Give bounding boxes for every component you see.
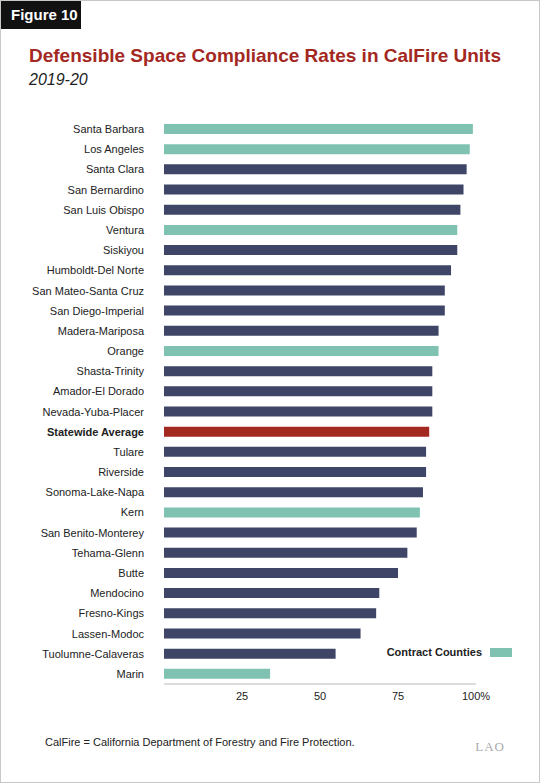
- html-text:Defensible Space Compliance Ra: Defensible Space Compliance Rates in Cal…: [29, 45, 501, 66]
- svg-text:Tuolumne-Calaveras: Tuolumne-Calaveras: [42, 648, 144, 660]
- svg-text:Fresno-Kings: Fresno-Kings: [79, 607, 145, 619]
- svg-text:Santa Clara: Santa Clara: [86, 163, 145, 175]
- svg-text:Madera-Mariposa: Madera-Mariposa: [58, 325, 145, 337]
- svg-text:Ventura: Ventura: [106, 224, 145, 236]
- svg-text:Santa Barbara: Santa Barbara: [73, 123, 145, 135]
- svg-text:Mendocino: Mendocino: [90, 587, 144, 599]
- svg-text:San Benito-Monterey: San Benito-Monterey: [41, 527, 145, 539]
- svg-text:75: 75: [392, 690, 404, 702]
- svg-text:Amador-El Dorado: Amador-El Dorado: [53, 385, 144, 397]
- svg-text:Orange: Orange: [107, 345, 144, 357]
- svg-text:Los Angeles: Los Angeles: [84, 143, 144, 155]
- svg-text:San Bernardino: San Bernardino: [68, 184, 144, 196]
- svg-text:Marin: Marin: [116, 668, 144, 680]
- html-text:Contract Counties: Contract Counties: [386, 646, 482, 658]
- svg-text:Lassen-Modoc: Lassen-Modoc: [72, 628, 145, 640]
- svg-text:Sonoma-Lake-Napa: Sonoma-Lake-Napa: [46, 486, 145, 498]
- html-text:2019-20: 2019-20: [29, 71, 88, 88]
- svg-text:Nevada-Yuba-Placer: Nevada-Yuba-Placer: [42, 406, 144, 418]
- svg-text:Butte: Butte: [118, 567, 144, 579]
- svg-text:Tulare: Tulare: [113, 446, 144, 458]
- svg-text:Siskiyou: Siskiyou: [103, 244, 144, 256]
- html-text:LAO: LAO: [475, 739, 505, 754]
- svg-text:San Diego-Imperial: San Diego-Imperial: [50, 305, 144, 317]
- svg-text:Shasta-Trinity: Shasta-Trinity: [77, 365, 145, 377]
- html-text:CalFire = California Departmen: CalFire = California Department of Fores…: [45, 736, 355, 748]
- html-text:Figure 10: Figure 10: [11, 6, 78, 23]
- svg-text:San Luis Obispo: San Luis Obispo: [63, 204, 144, 216]
- svg-text:Statewide Average: Statewide Average: [47, 426, 144, 438]
- svg-text:Humboldt-Del Norte: Humboldt-Del Norte: [47, 264, 144, 276]
- svg-text:50: 50: [314, 690, 326, 702]
- svg-text:Tehama-Glenn: Tehama-Glenn: [72, 547, 144, 559]
- svg-text:Riverside: Riverside: [98, 466, 144, 478]
- svg-text:Kern: Kern: [121, 506, 144, 518]
- svg-text:100%: 100%: [462, 690, 490, 702]
- svg-text:San Mateo-Santa Cruz: San Mateo-Santa Cruz: [32, 285, 144, 297]
- svg-text:25: 25: [236, 690, 248, 702]
